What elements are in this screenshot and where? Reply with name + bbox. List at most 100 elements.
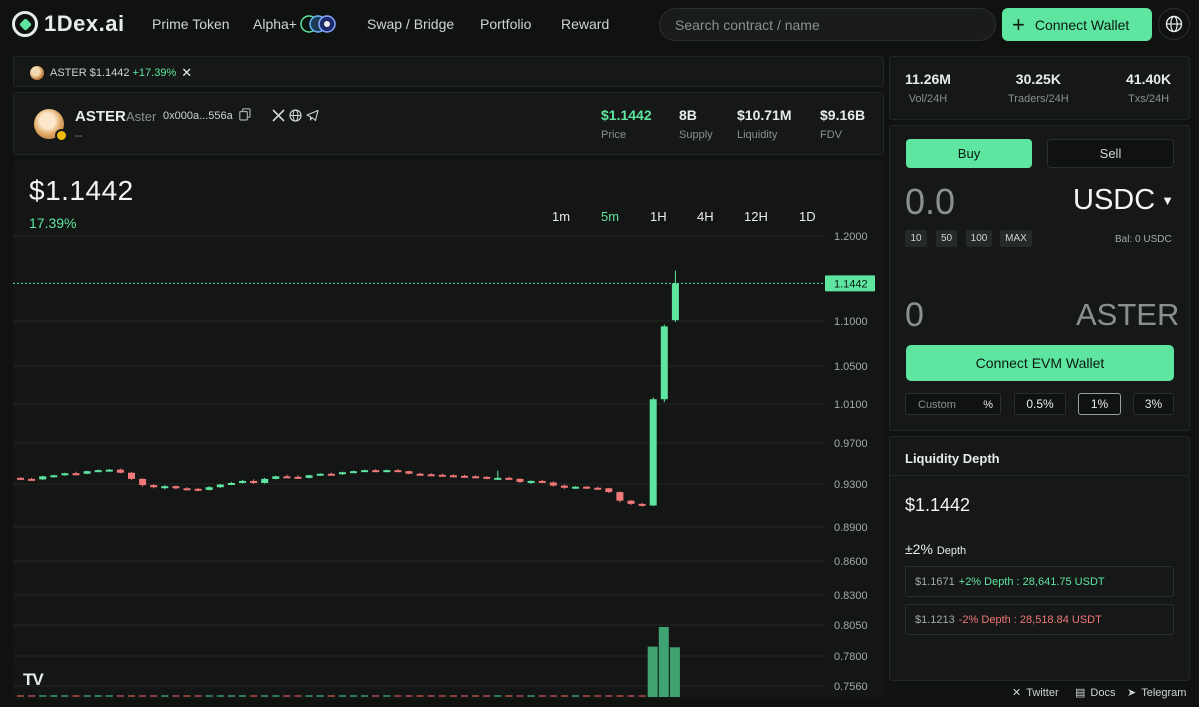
candle-body xyxy=(161,486,169,489)
x-twitter-icon[interactable] xyxy=(272,109,285,122)
y-axis-tick-label: 0.8300 xyxy=(834,590,868,602)
depth-price: $1.1442 xyxy=(905,495,971,515)
candle-body xyxy=(660,326,668,400)
buy-tab[interactable]: Buy xyxy=(906,139,1032,168)
y-axis-tick-label: 1.0100 xyxy=(834,399,868,411)
volume-bar xyxy=(205,695,213,697)
candle-body xyxy=(128,472,135,479)
copy-icon[interactable] xyxy=(239,108,251,121)
tradingview-logo-icon[interactable]: TV xyxy=(23,670,44,689)
volume-bar xyxy=(28,695,36,697)
candle-body xyxy=(139,478,147,486)
token-tab-change: +17.39% xyxy=(132,67,177,79)
alpha-partners-icon xyxy=(300,15,336,33)
sell-tab[interactable]: Sell xyxy=(1047,139,1174,168)
volume-bar xyxy=(316,695,324,697)
search-input[interactable] xyxy=(659,8,996,41)
footer-docs-link[interactable]: ▤ Docs xyxy=(1075,686,1115,700)
brand-logo[interactable]: 1Dex.ai xyxy=(12,11,125,37)
candle-body xyxy=(427,474,435,477)
brand-name: 1Dex.ai xyxy=(44,11,125,36)
footer-telegram-link[interactable]: ➤ Telegram xyxy=(1127,686,1187,700)
timeframe-1d[interactable]: 1D xyxy=(799,209,816,224)
language-button[interactable] xyxy=(1158,8,1190,40)
quick-amount-max[interactable]: MAX xyxy=(1000,230,1032,247)
candle-body xyxy=(472,476,480,479)
slippage-0-5[interactable]: 0.5% xyxy=(1014,393,1066,415)
token-tab[interactable]: ASTER $1.1442 +17.39% ✕ xyxy=(30,65,192,81)
website-icon[interactable] xyxy=(289,109,302,122)
y-axis-tick-label: 0.8900 xyxy=(834,522,868,534)
y-axis-tick-label: 0.9700 xyxy=(834,438,868,450)
candle-body xyxy=(50,475,58,478)
quick-amount-10[interactable]: 10 xyxy=(905,230,927,247)
nav-portfolio[interactable]: Portfolio xyxy=(480,16,532,32)
nav-prime-token[interactable]: Prime Token xyxy=(152,16,230,32)
candle-body xyxy=(261,478,269,483)
candle-body xyxy=(505,477,513,480)
candle-body xyxy=(638,503,646,506)
volume-bar xyxy=(128,695,135,697)
telegram-icon: ➤ xyxy=(1127,687,1137,699)
volume-bar xyxy=(50,695,58,697)
y-axis-tick-label: 0.7560 xyxy=(834,681,868,693)
nav-alpha-plus[interactable]: Alpha+ xyxy=(253,16,297,32)
timeframe-5m[interactable]: 5m xyxy=(601,209,620,224)
pay-currency-select[interactable]: USDC ▼ xyxy=(1073,184,1174,217)
custom-slippage-input[interactable]: Custom % xyxy=(905,393,1001,415)
connect-wallet-button[interactable]: + Connect Wallet xyxy=(1002,8,1152,41)
candle-body xyxy=(416,473,424,476)
caret-down-icon: ▼ xyxy=(1161,193,1175,208)
depth-row-up-price: $1.1671 xyxy=(915,575,955,588)
candle-body xyxy=(239,480,246,483)
footer-twitter-link[interactable]: ✕ Twitter xyxy=(1012,686,1059,700)
slippage-3[interactable]: 3% xyxy=(1133,393,1174,415)
timeframe-1h[interactable]: 1H xyxy=(650,209,667,224)
volume-bar xyxy=(549,695,557,697)
depth-row-up: $1.1671 +2% Depth : 28,641.75 USDT xyxy=(905,566,1174,597)
candle-body xyxy=(560,485,568,488)
volume-bar xyxy=(172,695,180,697)
token-subtitle: -- xyxy=(75,130,83,142)
volume-spike-bar xyxy=(647,646,658,697)
open-token-tabs: ASTER $1.1442 +17.39% ✕ xyxy=(13,56,884,87)
footer-telegram-label: Telegram xyxy=(1141,686,1187,699)
volume-bar xyxy=(94,695,102,697)
timeframe-1m[interactable]: 1m xyxy=(552,209,571,224)
candle-body xyxy=(250,480,258,483)
volume-bar xyxy=(438,695,446,697)
stat-txs: 41.40K Txs/24H xyxy=(1126,71,1171,105)
candle-body xyxy=(305,475,313,478)
token-symbol: ASTER xyxy=(75,108,126,125)
nav-swap-bridge[interactable]: Swap / Bridge xyxy=(367,16,455,32)
quick-amount-50[interactable]: 50 xyxy=(936,230,957,247)
stat-supply-label: Supply xyxy=(679,129,713,141)
price-chart-panel[interactable]: 1.2000 1.1000 1.0500 1.0100 0.9700 0.9300 0.89… xyxy=(13,159,884,699)
candlestick-chart[interactable]: 1.2000 1.1000 1.0500 1.0100 0.9700 0.9300 0.89… xyxy=(13,159,884,699)
volume-bar xyxy=(116,695,124,697)
quick-amount-100[interactable]: 100 xyxy=(966,230,992,247)
volume-bar xyxy=(272,695,280,697)
nav-reward[interactable]: Reward xyxy=(561,16,610,32)
volume-bar xyxy=(483,695,491,697)
candle-body xyxy=(649,399,657,506)
candle-body xyxy=(83,471,91,474)
close-tab-icon[interactable]: ✕ xyxy=(181,65,193,80)
connect-evm-wallet-button[interactable]: Connect EVM Wallet xyxy=(906,345,1174,381)
volume-bar xyxy=(383,695,391,697)
pay-amount-input[interactable]: 0.0 xyxy=(905,181,956,222)
volume-bar xyxy=(72,695,80,697)
stat-price-label: Price xyxy=(601,129,627,141)
volume-bar xyxy=(560,695,568,697)
timeframe-12h[interactable]: 12H xyxy=(744,209,768,224)
connect-wallet-label: Connect Wallet xyxy=(1034,16,1130,33)
stat-fdv-label: FDV xyxy=(820,129,842,141)
stat-volume-value: 11.26M xyxy=(905,71,951,87)
stat-supply: 8B Supply xyxy=(679,107,713,141)
volume-bar xyxy=(394,695,402,697)
slippage-1[interactable]: 1% xyxy=(1078,393,1121,415)
telegram-icon[interactable] xyxy=(306,109,319,122)
volume-bar xyxy=(161,695,169,697)
timeframe-4h[interactable]: 4H xyxy=(697,209,714,224)
candle-body xyxy=(449,475,457,478)
